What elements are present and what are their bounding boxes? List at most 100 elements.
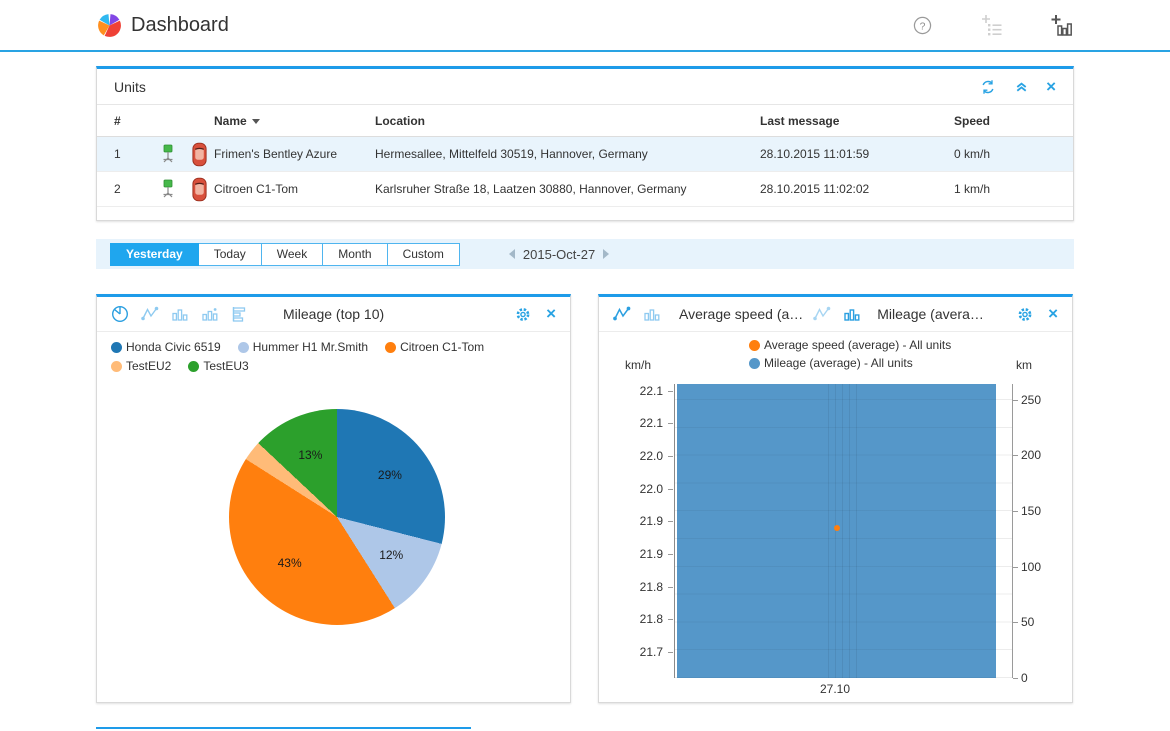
column-chart-type-icon[interactable] [843,305,862,324]
column-dot-chart-type-icon[interactable] [201,305,220,324]
legend-dot [188,360,200,372]
column-chart-type-icon[interactable] [171,305,190,324]
date-filter-bar: Yesterday Today Week Month Custom 2015-O… [96,239,1074,269]
mileage-pie-chart: 29% 12% 43% 13% [229,409,445,625]
date-navigator: 2015-Oct-27 [508,246,610,262]
right-tick-label: 100 [1012,559,1042,574]
refresh-icon[interactable] [980,79,996,95]
column-name-label: Name [214,113,247,128]
line-chart-type-icon[interactable] [813,305,832,324]
right-tick-label: 200 [1012,448,1042,463]
x-axis-label: 27.10 [819,682,851,696]
help-icon[interactable]: ? [910,13,934,37]
filter-button-today[interactable]: Today [197,242,262,266]
unit-location: Hermesallee, Mittelfeld 30519, Hannover,… [375,147,648,161]
next-date-icon[interactable] [603,249,610,259]
left-tick-label: 21.9 [639,514,674,529]
right-tick-label: 150 [1012,503,1042,518]
right-axis-ticks: 250 200 150 100 50 0 [1012,384,1073,685]
legend-item: Average speed (average) - All units [749,338,951,352]
top-bar: Dashboard ? [0,0,1170,52]
car-icon [191,177,214,202]
unit-speed: 0 km/h [954,147,991,161]
legend-dot [111,341,122,353]
legend-dot [385,341,397,353]
close-icon[interactable]: × [546,304,556,323]
legend-item: Hummer H1 Mr.Smith [237,340,368,354]
left-tick-label: 22.0 [639,481,674,496]
left-tick-label: 22.1 [639,383,674,398]
row-number: 2 [114,182,121,196]
unit-last-message: 28.10.2015 11:02:02 [760,182,870,196]
column-chart-type-icon[interactable] [643,305,662,324]
filter-button-month[interactable]: Month [322,242,388,266]
pie-slice-label: 13% [298,447,323,462]
filter-button-yesterday[interactable]: Yesterday [110,242,199,266]
row-number: 1 [114,147,121,161]
legend-label: Average speed (average) - All units [764,338,952,352]
units-panel: Units × [96,66,1074,221]
legend-item: Mileage (average) - All units [749,356,951,370]
current-date: 2015-Oct-27 [522,246,596,262]
right-axis-unit: km [1016,358,1032,372]
legend-item: TestEU3 [188,359,249,373]
column-name-sortable[interactable]: Name [214,114,375,128]
unit-location: Karlsruher Straße 18, Laatzen 30880, Han… [375,182,687,196]
page-title: Dashboard [131,13,229,36]
combo-chart-plot [674,384,1013,678]
left-axis-ticks: 22.1 22.1 22.0 22.0 21.9 21.9 21.8 21.8 21.7 [599,384,674,678]
column-location: Location [375,113,425,128]
previous-date-icon[interactable] [508,249,515,259]
close-icon[interactable]: × [1046,76,1056,96]
right-tick-label: 50 [1012,615,1035,630]
connection-status-icon [161,144,191,164]
dashboard-logo-pie-icon [98,13,121,37]
legend-dot [111,360,122,372]
avg-speed-mileage-panel: Average speed (a… Mileage (avera… [598,294,1073,703]
legend-label: Citroen C1-Tom [400,340,485,354]
chart-title-average-speed: Average speed (a… [679,306,804,322]
add-table-icon[interactable] [980,13,1004,37]
horizontal-bar-chart-type-icon[interactable] [231,305,250,324]
mileage-pie-panel: Mileage (top 10) × Ho [96,294,571,703]
legend-item: Citroen C1-Tom [385,340,484,354]
gear-icon[interactable] [515,306,531,322]
legend-label: TestEU2 [126,359,172,373]
pie-chart-type-icon[interactable] [111,305,130,324]
units-panel-title: Units [114,78,146,95]
left-tick-label: 22.0 [639,448,674,463]
center-gridlines [827,384,860,678]
legend-label: Honda Civic 6519 [126,340,221,354]
legend-dot [749,339,760,351]
unit-speed: 1 km/h [954,182,991,196]
left-tick-label: 22.1 [639,416,674,431]
mileage-bar [677,384,996,678]
legend-dot [749,357,760,369]
table-row[interactable]: 2 Citroen C1-Tom Karlsruher Straße 18, [97,172,1073,207]
table-row[interactable]: 1 Frimen's Bentley Azure Hermesallee, M [97,137,1073,172]
combo-chart-legend: Average speed (average) - All units Mile… [749,338,951,370]
pie-legend: Honda Civic 6519 Hummer H1 Mr.Smith Citr… [111,340,559,373]
left-tick-label: 21.9 [639,546,674,561]
column-last-message: Last message [760,113,840,128]
units-table-header: # Name Location Last message Speed [97,105,1073,137]
column-speed: Speed [954,113,991,128]
chart-title-mileage-average: Mileage (avera… [877,306,984,322]
left-axis-unit: km/h [625,358,652,372]
collapse-icon[interactable] [1013,79,1029,95]
connection-status-icon [161,179,191,199]
add-chart-icon[interactable] [1050,13,1074,37]
svg-text:?: ? [919,21,925,32]
gear-icon[interactable] [1017,306,1033,322]
close-icon[interactable]: × [1048,304,1058,323]
right-tick-label: 250 [1012,392,1042,407]
unit-name: Frimen's Bentley Azure [214,147,338,161]
legend-label: Mileage (average) - All units [764,356,913,370]
filter-button-custom[interactable]: Custom [386,242,460,266]
avg-speed-point [834,524,840,531]
line-chart-type-icon[interactable] [141,305,160,324]
left-tick-label: 21.8 [639,612,674,627]
filter-button-week[interactable]: Week [260,242,324,266]
line-chart-type-icon[interactable] [613,305,632,324]
